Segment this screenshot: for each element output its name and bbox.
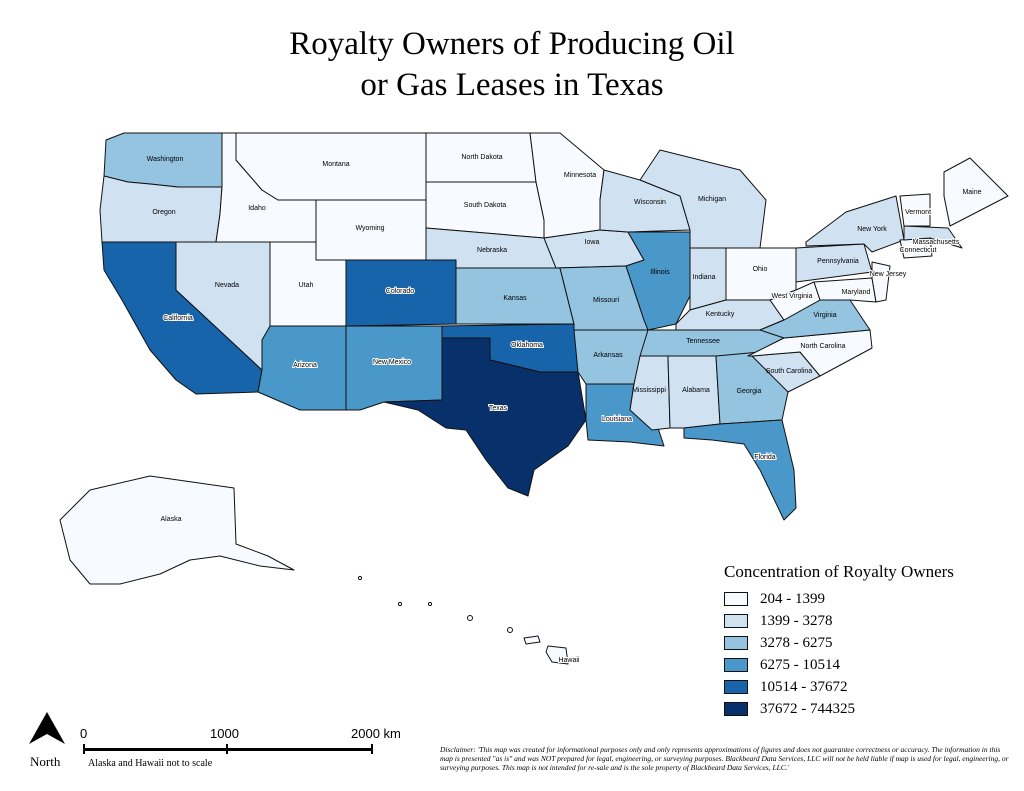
label-pennsylvania: Pennsylvania [817,258,859,265]
label-indiana: Indiana [693,274,716,281]
state-maine [943,157,1009,227]
legend-label: 3278 - 6275 [760,634,833,651]
label-arizona: Arizona [293,362,317,369]
legend-swatch [724,658,748,672]
label-alabama: Alabama [682,387,710,394]
legend-label: 37672 - 744325 [760,700,855,717]
legend-swatch [724,636,748,650]
label-west-virginia: West Virginia [772,293,813,300]
label-wyoming: Wyoming [355,225,384,232]
label-washington: Washington [147,156,184,163]
scale-note: Alaska and Hawaii not to scale [88,758,213,769]
legend-label: 204 - 1399 [760,590,825,607]
state-vermont [899,193,931,227]
map-title: Royalty Owners of Producing Oil or Gas L… [0,24,1024,106]
state-new-york [805,195,905,253]
label-alaska: Alaska [160,516,181,523]
label-oklahoma: Oklahoma [511,342,543,349]
legend-label: 6275 - 10514 [760,656,840,673]
legend-item: 37672 - 744325 [724,698,954,720]
state-florida [683,419,797,521]
label-new-york: New York [857,226,887,233]
label-illinois: Illinois [650,269,670,276]
label-mississippi: Mississippi [632,387,666,394]
scale-label-0: 0 [80,726,88,741]
legend-swatch [724,592,748,606]
north-arrow-icon [29,712,65,744]
state-massachusetts [903,225,963,249]
label-south-carolina: South Carolina [766,368,812,375]
state-iowa [543,229,645,269]
legend-swatch [724,680,748,694]
legend-title: Concentration of Royalty Owners [724,562,954,581]
label-michigan: Michigan [698,196,726,203]
map-title-line-2: or Gas Leases in Texas [360,67,664,103]
label-minnesota: Minnesota [564,172,596,179]
scale-bar [83,744,373,754]
label-maine: Maine [962,189,981,196]
map-title-line-1: Royalty Owners of Producing Oil [289,26,735,62]
label-california: California [163,315,193,322]
legend-swatch [724,702,748,716]
label-nevada: Nevada [215,282,239,289]
scale-label-1000: 1000 [210,726,239,741]
legend-item: 3278 - 6275 [724,632,954,654]
label-oregon: Oregon [152,209,175,216]
label-tennessee: Tennessee [686,338,720,345]
label-georgia: Georgia [737,388,762,395]
legend: Concentration of Royalty Owners 204 - 13… [724,562,954,720]
legend-label: 1399 - 3278 [760,612,833,629]
label-montana: Montana [322,161,349,168]
label-kansas: Kansas [503,295,527,302]
label-south-dakota: South Dakota [464,202,507,209]
label-north-dakota: North Dakota [461,154,502,161]
label-hawaii: Hawaii [558,657,579,664]
state-texas [383,337,587,497]
label-vermont: Vermont [905,209,931,216]
label-texas: Texas [489,405,508,412]
label-north-carolina: North Carolina [800,343,845,350]
label-utah: Utah [299,282,314,289]
label-wisconsin: Wisconsin [634,199,666,206]
scale-label-2000: 2000 km [351,726,401,741]
label-virginia: Virginia [813,312,836,319]
legend-swatch [724,614,748,628]
legend-item: 6275 - 10514 [724,654,954,676]
label-massachusetts: Massachusetts [913,239,960,246]
state-michigan [639,149,767,249]
label-idaho: Idaho [248,205,266,212]
legend-item: 204 - 1399 [724,588,954,610]
label-missouri: Missouri [593,297,620,304]
label-maryland: Maryland [842,289,871,296]
label-iowa: Iowa [585,239,600,246]
state-new-mexico [345,325,443,411]
legend-item: 10514 - 37672 [724,676,954,698]
label-new-mexico: New Mexico [373,359,411,366]
label-ohio: Ohio [753,266,768,273]
state-new-jersey [871,261,891,303]
label-colorado: Colorado [386,288,415,295]
state-maryland [813,277,877,303]
label-arkansas: Arkansas [593,352,623,359]
state-hawaii [357,575,569,665]
disclaimer: Disclaimer: 'This map was created for in… [440,745,1009,772]
label-florida: Florida [754,454,776,461]
state-alaska [59,475,295,585]
legend-item: 1399 - 3278 [724,610,954,632]
label-kentucky: Kentucky [706,311,735,318]
label-louisiana: Louisiana [602,416,632,423]
legend-label: 10514 - 37672 [760,678,848,695]
label-connecticut: Connecticut [900,247,937,254]
label-nebraska: Nebraska [477,247,507,254]
north-label: North [30,754,61,769]
label-new-jersey: New Jersey [870,271,907,278]
